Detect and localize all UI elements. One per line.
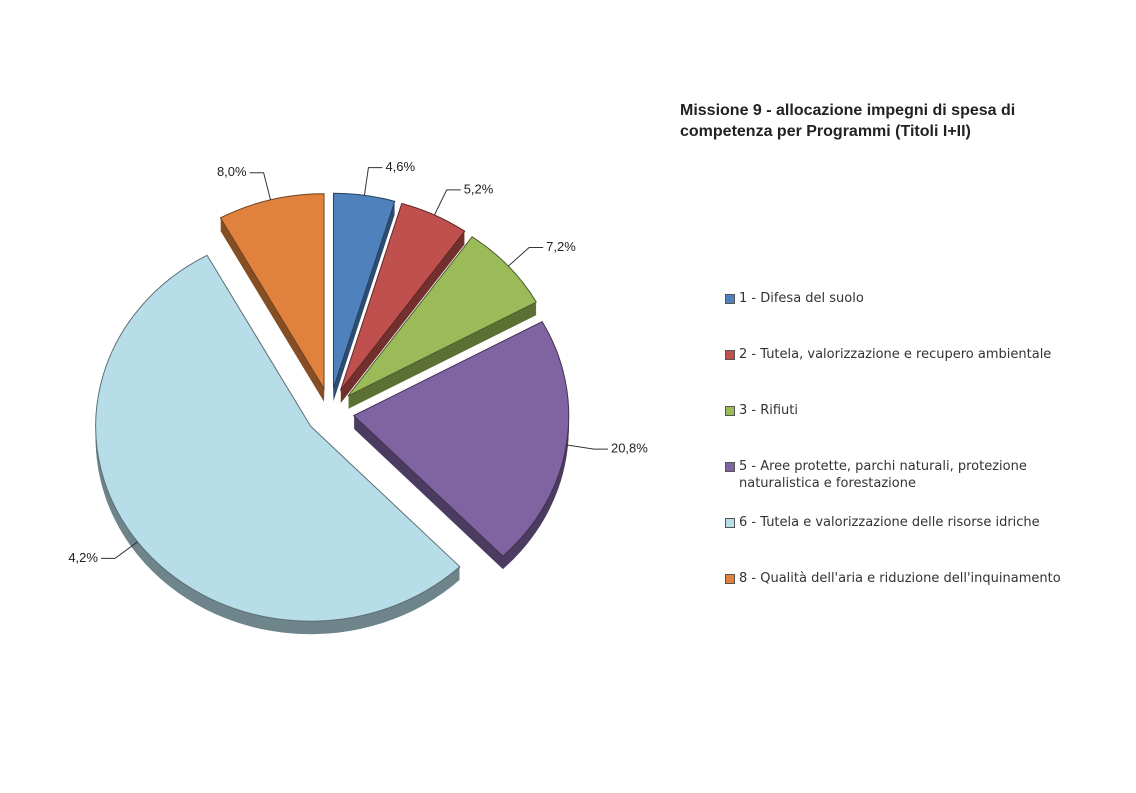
legend-swatch [725, 406, 735, 416]
data-label: 5,2% [464, 181, 494, 196]
legend-item: 1 - Difesa del suolo [725, 290, 1105, 346]
leader-line [249, 172, 272, 201]
legend-swatch [725, 518, 735, 528]
leader-line [507, 246, 544, 267]
slice [352, 321, 570, 557]
legend-item: 2 - Tutela, valorizzazione e recupero am… [725, 346, 1105, 402]
legend-swatch [725, 462, 735, 472]
legend-swatch [725, 574, 735, 584]
leader-line [566, 444, 608, 450]
legend-item: 6 - Tutela e valorizzazione delle risors… [725, 514, 1105, 570]
leader-line [434, 189, 461, 216]
legend-label: 6 - Tutela e valorizzazione delle risors… [739, 515, 1040, 530]
data-label: 4,2% [68, 550, 98, 565]
legend-label: 8 - Qualità dell'aria e riduzione dell'i… [739, 571, 1061, 586]
data-label: 4,6% [385, 159, 415, 174]
slice [219, 193, 325, 391]
legend-label: 2 - Tutela, valorizzazione e recupero am… [739, 347, 1052, 362]
legend-item: 3 - Rifiuti [725, 402, 1105, 458]
leader-line [100, 541, 138, 559]
legend-label: 5 - Aree protette, parchi naturali, prot… [739, 459, 1027, 491]
legend-swatch [725, 294, 735, 304]
legend-label: 3 - Rifiuti [739, 403, 799, 418]
legend-swatch [725, 350, 735, 360]
legend-item: 5 - Aree protette, parchi naturali, prot… [725, 458, 1105, 514]
data-label: 8,0% [217, 164, 247, 179]
chart-title: Missione 9 - allocazione impegni di spes… [680, 102, 1016, 140]
legend-label: 1 - Difesa del suolo [739, 291, 864, 306]
data-label: 20,8% [611, 441, 648, 456]
data-label: 7,2% [546, 239, 576, 254]
leader-line [363, 167, 383, 196]
legend-item: 8 - Qualità dell'aria e riduzione dell'i… [725, 570, 1105, 626]
slice [340, 202, 466, 391]
legend: 1 - Difesa del suolo 2 - Tutela, valorizz… [725, 290, 1105, 626]
